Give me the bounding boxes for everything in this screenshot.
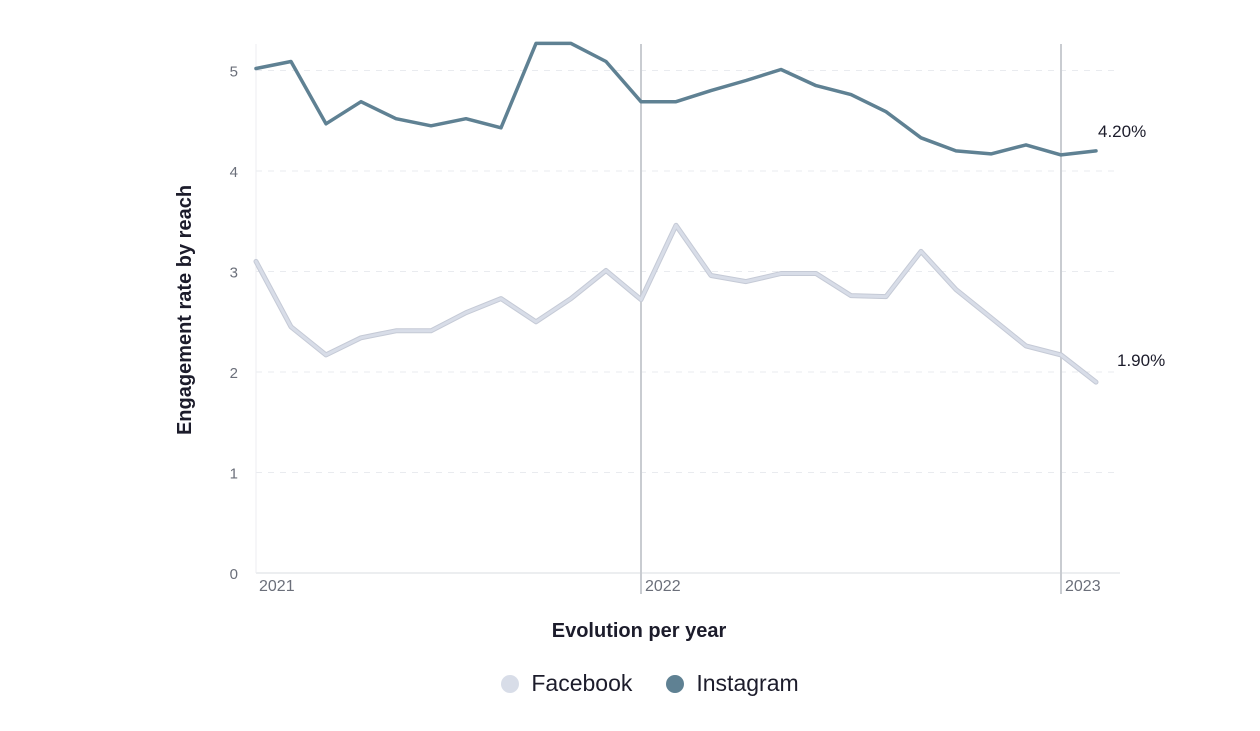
y-tick-label: 4 (230, 164, 238, 181)
legend-item-instagram[interactable]: Instagram (666, 670, 799, 697)
y-tick-label: 5 (230, 64, 238, 81)
legend-label-instagram: Instagram (696, 670, 799, 696)
y-tick-labels: 0 1 2 3 4 5 (230, 64, 238, 584)
legend-label-facebook: Facebook (531, 670, 633, 696)
year-label: 2021 (259, 578, 295, 595)
y-tick-label: 3 (230, 265, 238, 282)
end-labels: 1.90% 4.20% (1098, 122, 1165, 370)
series-line-instagram[interactable] (254, 41, 1098, 157)
legend-dot-facebook (501, 674, 520, 693)
legend: Facebook Instagram (0, 670, 1260, 697)
series-line-facebook[interactable] (254, 223, 1098, 384)
series-outline-facebook (253, 222, 1099, 385)
end-label-instagram: 4.20% (1098, 122, 1146, 141)
x-axis-title: Evolution per year (552, 620, 727, 642)
year-label: 2022 (645, 578, 681, 595)
year-label: 2023 (1065, 578, 1101, 595)
y-tick-label: 2 (230, 365, 238, 382)
series-lines (253, 41, 1099, 385)
legend-dot-instagram (666, 674, 685, 693)
y-tick-label: 1 (230, 466, 238, 483)
y-tick-label: 0 (230, 566, 238, 583)
end-label-facebook: 1.90% (1117, 351, 1165, 370)
grid-lines (255, 44, 1120, 574)
y-axis-title: Engagement rate by reach (174, 185, 196, 435)
year-markers: 2021 2022 2023 (259, 44, 1101, 595)
legend-item-facebook[interactable]: Facebook (501, 670, 632, 697)
